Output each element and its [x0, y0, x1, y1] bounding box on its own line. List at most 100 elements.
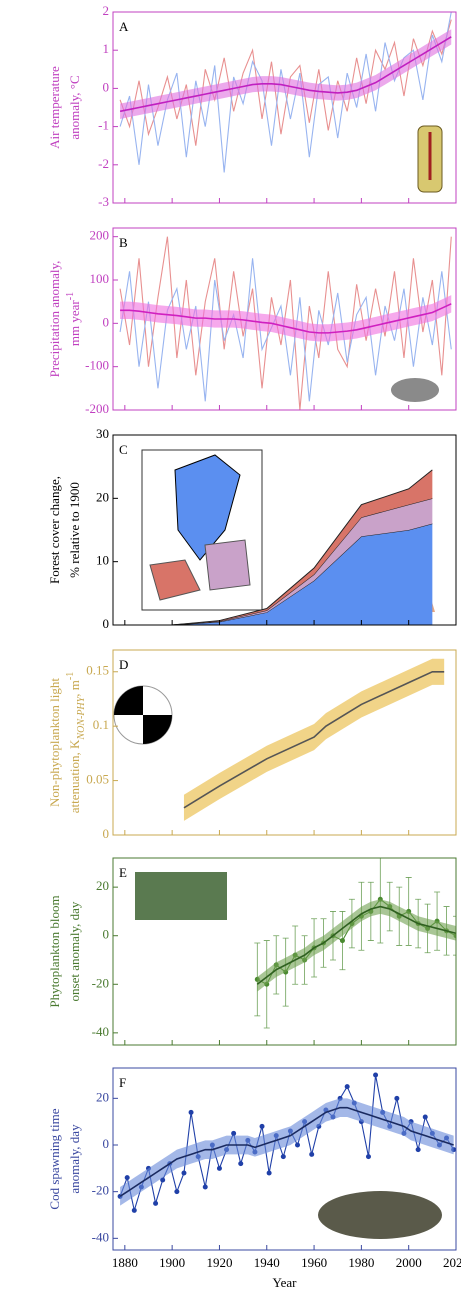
- y-tick-label: -2: [98, 156, 109, 171]
- y-axis-label-text: Non-phytoplankton light: [47, 678, 62, 807]
- x-axis-label: Year: [273, 1275, 298, 1290]
- y-axis-label: Phytoplankton bloom: [47, 895, 62, 1007]
- y-tick-label: -100: [85, 358, 109, 373]
- data-point: [415, 1147, 421, 1153]
- y-axis-label-text: Forest cover change,: [47, 476, 62, 584]
- y-tick-label: 20: [96, 878, 109, 893]
- area-segment: [172, 523, 433, 625]
- data-point: [422, 1114, 428, 1120]
- data-point: [174, 1189, 180, 1195]
- y-tick-label: -40: [92, 1024, 109, 1039]
- y-axis-label: onset anomaly, day: [67, 901, 82, 1001]
- panel: C 0 10 20 30 Forest cover change, % relative t…: [47, 426, 457, 631]
- y-tick-label: 30: [96, 426, 109, 441]
- x-tick-label: 1900: [159, 1255, 185, 1270]
- data-point: [124, 1175, 130, 1181]
- y-axis-label-text: Air temperature: [47, 66, 62, 149]
- frame: [112, 11, 457, 204]
- y-tick-label: 2: [103, 3, 110, 18]
- series-line: [120, 303, 452, 334]
- panel-label: F: [119, 1075, 126, 1090]
- y-axis-label-text: attenuation, K: [67, 739, 82, 813]
- y-tick-label: 0: [103, 314, 110, 329]
- disk-icon: [114, 686, 172, 744]
- series-line: [183, 670, 445, 809]
- data-point: [131, 1207, 137, 1213]
- data-point: [202, 1184, 208, 1190]
- y-axis-label-text: % relative to 1900: [67, 482, 82, 578]
- plot-area: [119, 236, 452, 410]
- y-axis-label-subscript: NON-PHY: [76, 695, 87, 740]
- panel-label: A: [119, 19, 129, 34]
- y-axis-label: Precipitation anomaly,: [47, 261, 62, 378]
- data-point: [309, 1151, 315, 1157]
- y-axis-label: % relative to 1900: [67, 482, 82, 578]
- confidence-band: [120, 29, 452, 119]
- series-line: [119, 236, 452, 410]
- area-segment: [172, 498, 433, 625]
- panel-label: D: [119, 657, 128, 672]
- series-line: [119, 1106, 454, 1197]
- map-region: [174, 454, 241, 561]
- y-axis-label-text: Cod spawning time: [47, 1108, 62, 1209]
- frame: [112, 1067, 457, 1251]
- series-line: [119, 36, 452, 113]
- decorations: [113, 125, 443, 1239]
- y-axis-label-text: Precipitation anomaly,: [47, 261, 62, 378]
- confidence-band: [120, 295, 452, 342]
- y-tick-label: 0.15: [86, 663, 109, 678]
- panel: E -40 -20 0 20 Phytoplankton bloom onset anoma…: [47, 857, 457, 1046]
- data-point: [181, 1170, 187, 1176]
- y-tick-label: 200: [90, 228, 110, 243]
- x-tick-label: 2020: [443, 1255, 461, 1270]
- data-point: [344, 1084, 350, 1090]
- area-segment: [172, 469, 433, 625]
- series-line: [256, 905, 456, 985]
- y-axis-label-text: mm year: [67, 300, 82, 347]
- y-tick-label: 20: [96, 1089, 109, 1104]
- data-point: [160, 1177, 166, 1183]
- y-axis-label: attenuation, KNON-PHY, m-1: [65, 672, 87, 813]
- data-point: [394, 1095, 400, 1101]
- confidence-band: [120, 1098, 454, 1206]
- y-tick-label: 0: [103, 927, 110, 942]
- y-tick-label: -20: [92, 1183, 109, 1198]
- y-tick-label: 0: [103, 826, 110, 841]
- cloud-icon: [391, 378, 439, 402]
- y-axis-label: Forest cover change,: [47, 476, 62, 584]
- y-tick-label: -20: [92, 975, 109, 990]
- panel-label: C: [119, 442, 128, 457]
- panel: A -3 -2 -1 0 1 2 Air temperature anomaly, °C: [47, 3, 457, 209]
- y-axis-label: Cod spawning time: [47, 1108, 62, 1209]
- x-tick-label: 1940: [254, 1255, 280, 1270]
- x-tick-label: 1980: [348, 1255, 374, 1270]
- y-axis-label: Non-phytoplankton light: [47, 678, 62, 807]
- y-axis-label-text: anomaly, °C: [67, 75, 82, 139]
- y-axis-label: mm year-1: [65, 292, 82, 346]
- y-tick-label: 0.05: [86, 772, 109, 787]
- panel-label: E: [119, 865, 127, 880]
- plot-area: [254, 858, 456, 1029]
- frame: [112, 227, 457, 411]
- map-region: [149, 559, 201, 601]
- y-tick-label: 0: [103, 616, 110, 631]
- x-tick-label: 1960: [301, 1255, 327, 1270]
- micrograph-icon: [135, 872, 227, 920]
- y-tick-label: 0: [103, 1136, 110, 1151]
- y-axis-label: anomaly, °C: [67, 75, 82, 139]
- y-axis-label-unit: , m: [67, 680, 82, 697]
- y-axis-label-text: Phytoplankton bloom: [47, 895, 62, 1007]
- y-tick-label: -200: [85, 401, 109, 416]
- plot-area: [119, 12, 452, 173]
- frame: [112, 434, 457, 626]
- confidence-band: [183, 658, 445, 821]
- y-axis-label-text: anomaly, day: [67, 1124, 82, 1194]
- error-bar: [453, 915, 456, 956]
- data-point: [231, 1130, 237, 1136]
- y-tick-label: 10: [96, 553, 109, 568]
- y-axis-label: anomaly, day: [67, 1124, 82, 1194]
